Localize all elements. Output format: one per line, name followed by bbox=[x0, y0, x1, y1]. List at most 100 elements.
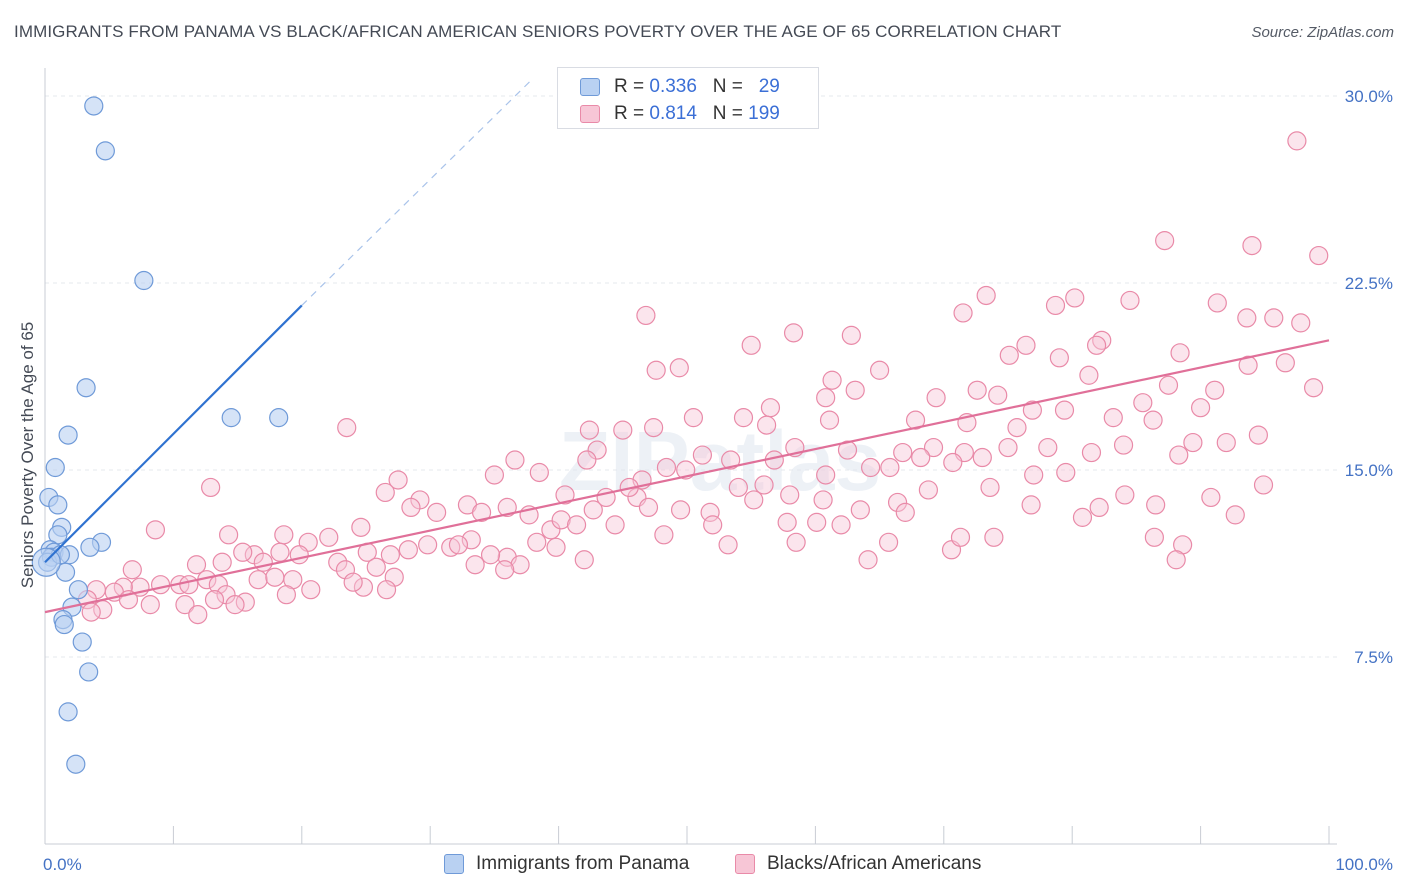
axes bbox=[44, 68, 1337, 845]
blue-point bbox=[269, 408, 289, 428]
blue-point bbox=[76, 378, 96, 398]
pink-point bbox=[646, 360, 666, 380]
pink-point bbox=[953, 303, 973, 323]
pink-point bbox=[495, 560, 515, 580]
pink-point bbox=[441, 537, 461, 557]
pink-point bbox=[760, 398, 781, 418]
pink-point bbox=[656, 457, 677, 478]
pink-point bbox=[353, 577, 374, 597]
legend-swatch-blue bbox=[580, 78, 600, 96]
pink-point bbox=[895, 502, 915, 522]
pink-point bbox=[375, 482, 395, 503]
blue-point bbox=[48, 495, 68, 515]
pink-point bbox=[703, 515, 723, 535]
pink-point bbox=[980, 477, 1000, 498]
pink-point bbox=[555, 485, 575, 505]
blue-point bbox=[79, 662, 99, 682]
pink-point bbox=[150, 575, 171, 595]
pink-point bbox=[319, 527, 339, 547]
pink-point bbox=[179, 575, 199, 595]
pink-point bbox=[976, 285, 996, 306]
pink-point bbox=[950, 527, 971, 547]
x-tick-labels: 0.0% 100.0% bbox=[43, 855, 1393, 874]
pink-point bbox=[551, 510, 571, 530]
pink-point bbox=[683, 408, 704, 428]
pink-point bbox=[337, 418, 357, 438]
blue-point bbox=[134, 270, 154, 291]
pink-point bbox=[1190, 398, 1211, 418]
pink-point bbox=[819, 410, 840, 430]
pink-point bbox=[1054, 400, 1075, 420]
pink-point bbox=[636, 305, 656, 326]
pink-point bbox=[448, 535, 469, 555]
pink-point bbox=[831, 515, 851, 535]
legend-r-value: 0.336 bbox=[649, 76, 697, 97]
pink-point bbox=[1242, 236, 1262, 256]
y-tick-label-0: 7.5% bbox=[1354, 648, 1393, 667]
pink-point bbox=[529, 462, 549, 483]
pink-point bbox=[186, 555, 207, 575]
pink-point bbox=[613, 420, 633, 440]
pink-point bbox=[1183, 432, 1203, 453]
pink-point bbox=[850, 500, 870, 520]
grid-lines bbox=[45, 95, 1337, 658]
pink-point bbox=[1146, 495, 1166, 515]
pink-point bbox=[1115, 485, 1135, 505]
pink-point bbox=[233, 542, 253, 562]
pink-point bbox=[1155, 231, 1175, 251]
pink-point bbox=[783, 323, 804, 343]
blue-point bbox=[58, 702, 78, 722]
pink-point bbox=[1264, 308, 1284, 328]
pink-point bbox=[869, 360, 890, 380]
pink-point bbox=[471, 502, 492, 522]
pink-point bbox=[1079, 365, 1099, 385]
pink-point bbox=[274, 525, 294, 545]
pink-point bbox=[837, 440, 858, 460]
pink-point bbox=[140, 595, 160, 615]
x-tick-label-1: 100.0% bbox=[1335, 855, 1393, 874]
pink-point bbox=[1237, 308, 1257, 328]
pink-point bbox=[270, 542, 290, 562]
blue-point bbox=[58, 425, 78, 445]
pink-point bbox=[1287, 131, 1307, 151]
blue-point bbox=[95, 141, 115, 161]
pink-point bbox=[1120, 290, 1140, 311]
pink-point bbox=[497, 497, 517, 517]
legend-n-label: N = bbox=[712, 103, 743, 124]
pink-point bbox=[777, 512, 797, 532]
pink-point bbox=[861, 457, 881, 478]
blue-point bbox=[54, 614, 74, 635]
pink-point bbox=[718, 535, 738, 555]
pink-point bbox=[1133, 393, 1153, 413]
pink-point bbox=[175, 595, 195, 615]
y-tick-label-1: 15.0% bbox=[1345, 461, 1393, 480]
pink-point bbox=[972, 447, 992, 468]
pink-point bbox=[401, 497, 421, 517]
pink-point bbox=[380, 545, 400, 565]
pink-point bbox=[204, 590, 225, 610]
pink-point bbox=[605, 515, 625, 535]
pink-point bbox=[388, 470, 408, 490]
pink-point bbox=[574, 550, 594, 570]
blue-point bbox=[72, 632, 92, 652]
pink-point bbox=[967, 380, 987, 400]
pink-point bbox=[911, 447, 931, 468]
pink-point bbox=[1291, 313, 1311, 333]
pink-point bbox=[1016, 335, 1036, 355]
pink-point bbox=[587, 440, 607, 460]
pink-point bbox=[427, 502, 447, 522]
pink-point bbox=[583, 500, 603, 520]
trend-line-blacks bbox=[44, 339, 1330, 614]
pink-point bbox=[145, 520, 166, 540]
pink-point bbox=[669, 358, 689, 378]
pink-point bbox=[816, 388, 836, 408]
legend-r-label: R = bbox=[614, 103, 645, 124]
pink-point bbox=[638, 497, 659, 517]
y-tick-label-3: 30.0% bbox=[1345, 87, 1393, 106]
pink-point bbox=[1169, 445, 1189, 465]
pink-point bbox=[248, 570, 268, 590]
pink-point bbox=[721, 450, 741, 470]
pink-point bbox=[744, 490, 764, 510]
legend-row-blacks: R = 0.814 N = 199 bbox=[580, 103, 780, 125]
pink-point bbox=[1072, 507, 1093, 527]
